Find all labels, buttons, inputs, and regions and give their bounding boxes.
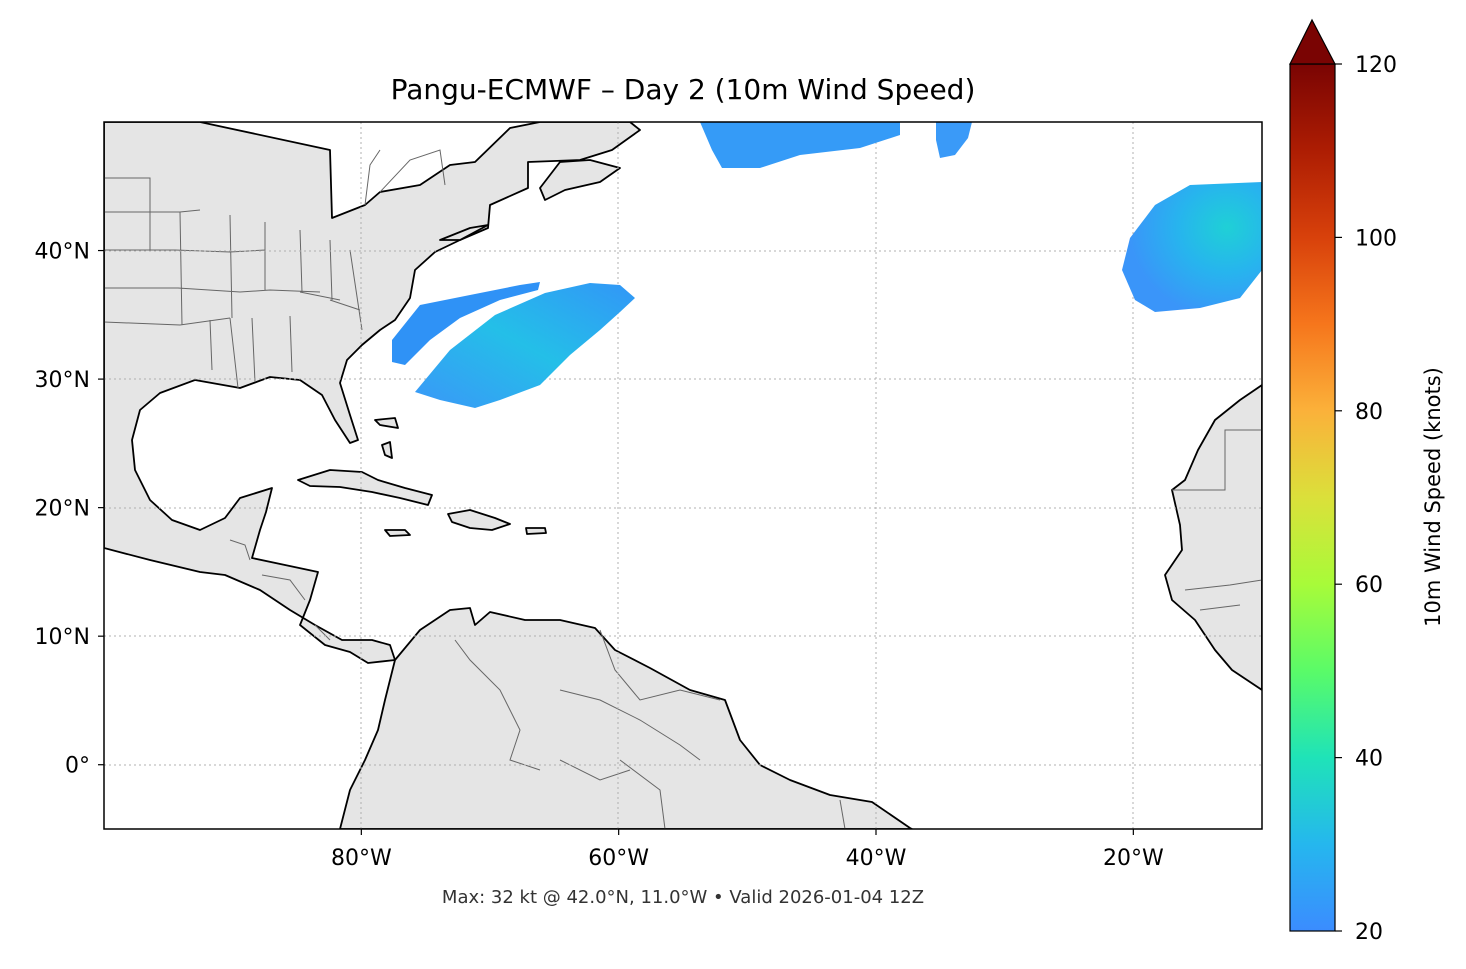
map-content bbox=[104, 122, 1262, 829]
colorbar-tick-label: 100 bbox=[1355, 226, 1397, 251]
lat-tick-label: 0° bbox=[65, 754, 90, 779]
wind-region-southwest-atlantic-band bbox=[415, 283, 635, 408]
gridlines bbox=[104, 122, 1262, 829]
wind-speed-layer bbox=[392, 122, 1262, 408]
south-america-land bbox=[339, 607, 913, 829]
lat-tick-label: 10°N bbox=[35, 625, 90, 650]
cuba bbox=[297, 469, 433, 506]
bahamas bbox=[374, 417, 399, 459]
wind-region-north-atlantic-band bbox=[700, 122, 900, 168]
lat-tick-label: 40°N bbox=[35, 240, 90, 265]
north-america-land bbox=[104, 122, 641, 664]
longitude-ticks: 80°W 60°W 40°W 20°W bbox=[331, 829, 1164, 871]
wind-region-iberia-offshore-area bbox=[1122, 182, 1262, 312]
colorbar-label: 10m Wind Speed (knots) bbox=[1421, 367, 1445, 627]
map-footer: Max: 32 kt @ 42.0°N, 11.0°W • Valid 2026… bbox=[442, 887, 924, 908]
lon-tick-label: 60°W bbox=[588, 846, 649, 871]
colorbar: 120 100 80 60 40 20 10m Wind Speed (knots) bbox=[1289, 18, 1445, 945]
map-frame bbox=[103, 121, 1263, 830]
africa-land bbox=[1164, 384, 1262, 691]
colorbar-gradient bbox=[1289, 63, 1336, 932]
lon-tick-label: 80°W bbox=[331, 846, 392, 871]
wind-region-offshore-carolinas-band bbox=[392, 282, 540, 365]
lat-tick-label: 20°N bbox=[35, 497, 90, 522]
hispaniola bbox=[447, 509, 511, 531]
latitude-ticks: 40°N 30°N 20°N 10°N 0° bbox=[35, 240, 104, 779]
colorbar-tick-label: 120 bbox=[1355, 53, 1397, 78]
lon-tick-label: 20°W bbox=[1103, 846, 1164, 871]
colorbar-extend-arrow bbox=[1289, 18, 1336, 65]
colorbar-tick-label: 80 bbox=[1355, 400, 1383, 425]
colorbar-tick-label: 20 bbox=[1355, 920, 1383, 945]
colorbar-tick-label: 60 bbox=[1355, 573, 1383, 598]
colorbar-ticks: 120 100 80 60 40 20 bbox=[1335, 53, 1397, 945]
land-layer bbox=[104, 122, 1262, 829]
lon-tick-label: 40°W bbox=[846, 846, 907, 871]
map-axes: 80°W 60°W 40°W 20°W 40°N 30°N 20°N 10°N 0° bbox=[35, 121, 1263, 871]
border-lines bbox=[104, 149, 1262, 829]
nova-scotia bbox=[439, 224, 489, 241]
lat-tick-label: 30°N bbox=[35, 368, 90, 393]
map-title: Pangu-ECMWF – Day 2 (10m Wind Speed) bbox=[391, 73, 976, 106]
puerto-rico bbox=[525, 527, 547, 535]
newfoundland bbox=[539, 159, 621, 201]
colorbar-tick-label: 40 bbox=[1355, 747, 1383, 772]
jamaica bbox=[384, 529, 411, 537]
wind-region-north-atlantic-patch bbox=[936, 122, 972, 158]
